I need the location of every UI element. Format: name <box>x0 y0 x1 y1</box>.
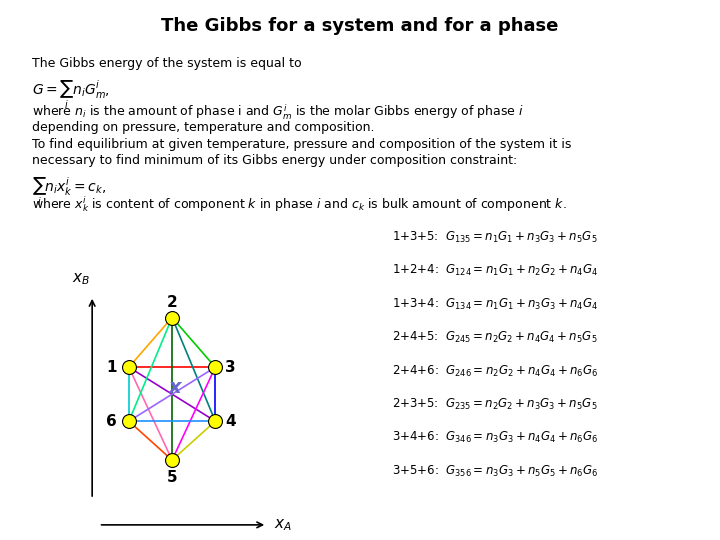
Text: 2+3+5:  $G_{235}=n_2G_2+n_3G_3+n_5G_5$: 2+3+5: $G_{235}=n_2G_2+n_3G_3+n_5G_5$ <box>392 397 598 412</box>
Text: necessary to find minimum of its Gibbs energy under composition constraint:: necessary to find minimum of its Gibbs e… <box>32 154 518 167</box>
Text: 1+3+5:  $G_{135}=n_1G_1+n_3G_3+n_5G_5$: 1+3+5: $G_{135}=n_1G_1+n_3G_3+n_5G_5$ <box>392 230 598 245</box>
Point <box>166 313 178 322</box>
Text: $\sum_i n_i x^i_k = c_k,$: $\sum_i n_i x^i_k = c_k,$ <box>32 176 107 208</box>
Text: 1: 1 <box>107 360 117 375</box>
Point <box>166 456 178 464</box>
Point <box>210 417 221 426</box>
Text: where $n_i$ is the amount of phase i and $G^i_m$ is the molar Gibbs energy of ph: where $n_i$ is the amount of phase i and… <box>32 103 524 122</box>
Text: 2+4+6:  $G_{246}=n_2G_2+n_4G_4+n_6G_6$: 2+4+6: $G_{246}=n_2G_2+n_4G_4+n_6G_6$ <box>392 363 599 379</box>
Text: 3+4+6:  $G_{346}=n_3G_3+n_4G_4+n_6G_6$: 3+4+6: $G_{346}=n_3G_3+n_4G_4+n_6G_6$ <box>392 430 599 445</box>
Point <box>123 417 135 426</box>
Point <box>210 363 221 372</box>
Text: $x_A$: $x_A$ <box>274 517 292 533</box>
Text: where $x^i_k$ is content of component $k$ in phase $i$ and $c_k$ is bulk amount : where $x^i_k$ is content of component $k… <box>32 194 567 214</box>
Text: The Gibbs for a system and for a phase: The Gibbs for a system and for a phase <box>161 17 559 35</box>
Text: The Gibbs energy of the system is equal to: The Gibbs energy of the system is equal … <box>32 57 302 70</box>
Text: 2+4+5:  $G_{245}=n_2G_2+n_4G_4+n_5G_5$: 2+4+5: $G_{245}=n_2G_2+n_4G_4+n_5G_5$ <box>392 330 598 345</box>
Text: 6: 6 <box>107 414 117 429</box>
Text: 2: 2 <box>167 295 177 310</box>
Text: 3: 3 <box>225 360 235 375</box>
Text: depending on pressure, temperature and composition.: depending on pressure, temperature and c… <box>32 122 375 134</box>
Text: x: x <box>169 378 181 397</box>
Text: $x_B$: $x_B$ <box>72 272 91 287</box>
Text: To find equilibrium at given temperature, pressure and composition of the system: To find equilibrium at given temperature… <box>32 138 572 151</box>
Text: 4: 4 <box>225 414 235 429</box>
Point <box>123 363 135 372</box>
Text: 5: 5 <box>167 470 177 485</box>
Text: 1+3+4:  $G_{134}=n_1G_1+n_3G_3+n_4G_4$: 1+3+4: $G_{134}=n_1G_1+n_3G_3+n_4G_4$ <box>392 296 599 312</box>
Text: 3+5+6:  $G_{356}=n_3G_3+n_5G_5+n_6G_6$: 3+5+6: $G_{356}=n_3G_3+n_5G_5+n_6G_6$ <box>392 464 599 479</box>
Text: 1+2+4:  $G_{124}=n_1G_1+n_2G_2+n_4G_4$: 1+2+4: $G_{124}=n_1G_1+n_2G_2+n_4G_4$ <box>392 263 599 278</box>
Text: $G = \sum_i n_i G^i_m,$: $G = \sum_i n_i G^i_m,$ <box>32 78 110 111</box>
